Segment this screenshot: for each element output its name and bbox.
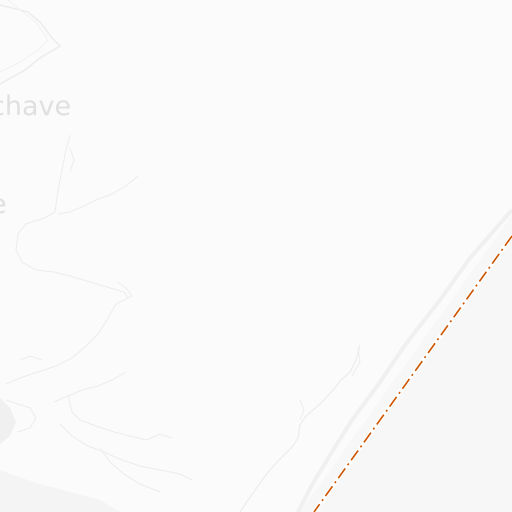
place-label: chave xyxy=(0,91,72,122)
district-outline xyxy=(0,4,62,85)
admin-border-casing xyxy=(312,234,512,512)
river xyxy=(57,175,139,215)
region-edge xyxy=(296,208,512,512)
coastline xyxy=(239,344,361,512)
river xyxy=(115,281,133,305)
river xyxy=(19,355,43,361)
river xyxy=(59,423,193,481)
river xyxy=(299,399,305,421)
river xyxy=(145,433,173,441)
river-network xyxy=(5,134,361,493)
river xyxy=(67,395,147,441)
river xyxy=(15,134,129,299)
landmass-shade xyxy=(0,470,120,512)
river xyxy=(5,399,37,433)
landmass-shade xyxy=(0,398,16,444)
river xyxy=(99,447,161,493)
place-label: e xyxy=(0,191,7,218)
region-fill xyxy=(300,215,512,512)
river xyxy=(69,147,75,173)
river xyxy=(5,303,117,385)
district-outline-inner xyxy=(0,0,49,73)
river xyxy=(351,347,361,377)
river xyxy=(53,371,127,403)
